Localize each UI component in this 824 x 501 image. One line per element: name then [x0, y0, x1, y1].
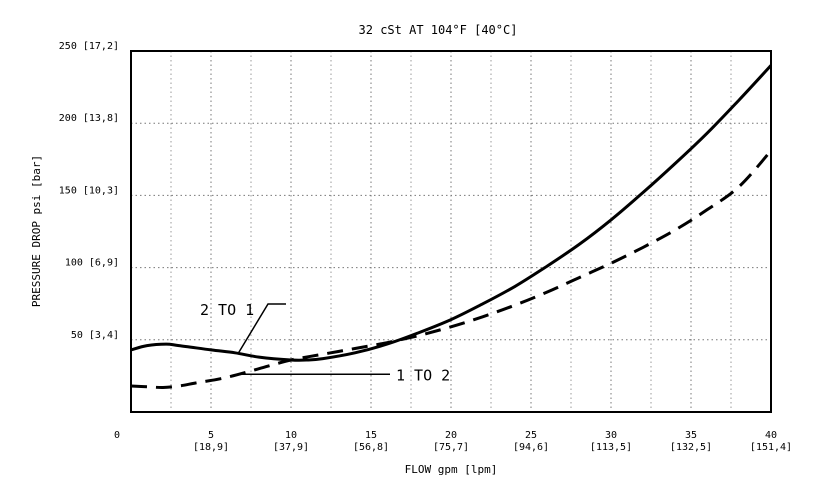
x-tick-sublabel: [37,9] [273, 442, 309, 453]
y-tick-labels: 50 [3,4] 100 [6,9] 150 [10,3] 200 [13,8] 250… [59, 41, 119, 341]
x-axis-label: FLOW gpm [lpm] [405, 463, 498, 476]
y-tick-label: 50 [3,4] [71, 330, 119, 341]
annotation-2-to-1: 2 TO 1 [200, 301, 254, 319]
y-tick-label: 100 [6,9] [65, 258, 119, 269]
x-tick-label: 0 [114, 430, 120, 441]
annotations-layer: 2 TO 1 1 TO 2 [200, 301, 450, 384]
x-tick-sublabel: [94,6] [513, 442, 549, 453]
x-tick-label: 20 [445, 430, 457, 441]
y-tick-label: 150 [10,3] [59, 185, 119, 196]
x-tick-label: 10 [285, 430, 297, 441]
x-tick-labels: 0 5[18,9] 10[37,9] 15[56,8] 20[75,7] 25[94,6]… [114, 430, 792, 453]
plot-frame [130, 50, 772, 413]
x-tick-sublabel: [75,7] [433, 442, 469, 453]
y-axis-label: PRESSURE DROP psi [bar] [30, 155, 43, 307]
y-tick-label: 200 [13,8] [59, 113, 119, 124]
grid-lines [131, 51, 771, 412]
x-tick-label: 40 [765, 430, 777, 441]
x-tick-label: 30 [605, 430, 617, 441]
chart-title: 32 cSt AT 104°F [40°C] [359, 23, 518, 37]
x-tick-sublabel: [151,4] [750, 442, 792, 453]
series-layer [130, 64, 773, 390]
x-tick-label: 5 [208, 430, 214, 441]
y-tick-label: 250 [17,2] [59, 41, 119, 52]
x-tick-sublabel: [132,5] [670, 442, 712, 453]
x-tick-sublabel: [56,8] [353, 442, 389, 453]
leader-line-2-to-1 [237, 303, 286, 354]
annotation-1-to-2: 1 TO 2 [396, 366, 450, 384]
x-tick-label: 15 [365, 430, 377, 441]
x-tick-label: 35 [685, 430, 697, 441]
x-tick-sublabel: [18,9] [193, 442, 229, 453]
series-line-2 [130, 149, 773, 390]
x-tick-label: 25 [525, 430, 537, 441]
x-tick-sublabel: [113,5] [590, 442, 632, 453]
